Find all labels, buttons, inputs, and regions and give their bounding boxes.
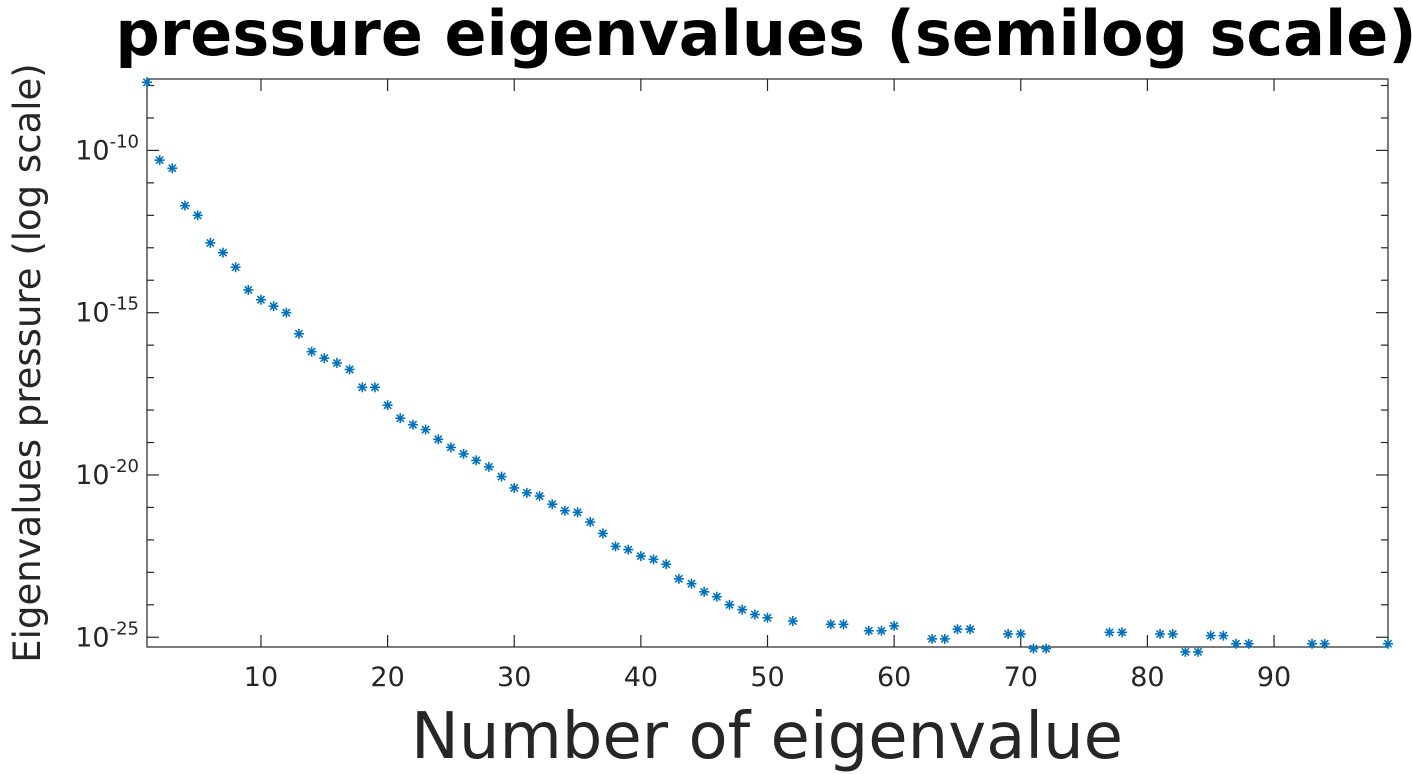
data-point [1383, 638, 1393, 649]
data-point [547, 499, 558, 510]
data-point [1231, 638, 1242, 649]
data-point [787, 616, 798, 627]
data-point [1167, 629, 1178, 640]
data-point [1193, 646, 1204, 657]
data-point [1243, 638, 1254, 649]
data-point [699, 586, 710, 597]
data-point [762, 612, 773, 623]
data-point [179, 200, 190, 211]
data-point [268, 301, 279, 312]
data-point [876, 625, 887, 636]
y-tick-label: 10-25 [75, 618, 139, 653]
data-point [357, 382, 368, 393]
data-point [1104, 627, 1115, 638]
data-point [673, 573, 684, 584]
data-point [635, 551, 646, 562]
data-point [1117, 627, 1128, 638]
data-point [927, 633, 938, 644]
data-point [395, 413, 406, 424]
data-point [306, 346, 317, 357]
data-point [952, 624, 963, 635]
data-point [1307, 638, 1318, 649]
data-point [1041, 643, 1052, 654]
y-tick-label: 10-20 [75, 456, 139, 491]
data-point [509, 482, 520, 493]
y-tick-label: 10-15 [75, 294, 139, 329]
data-point [319, 353, 330, 364]
data-point [965, 624, 976, 635]
data-point [205, 237, 216, 248]
data-point [534, 491, 545, 502]
x-tick-label: 80 [1130, 662, 1164, 693]
x-axis: 10 20 30 40 50 60 70 80 90 [244, 79, 1291, 693]
data-point [496, 471, 507, 482]
data-point [597, 528, 608, 539]
data-point [1155, 629, 1166, 640]
data-point [243, 284, 254, 295]
data-point [623, 544, 634, 555]
data-point [1205, 630, 1216, 641]
chart-title: pressure eigenvalues (semilog scale) [115, 0, 1412, 70]
data-point [585, 517, 596, 528]
y-axis-label: Eigenvalues pressure (log scale) [6, 63, 49, 662]
data-point [1319, 638, 1330, 649]
x-tick-label: 70 [1004, 662, 1038, 693]
y-axis: 10-25 10-20 10-15 10-10 [75, 84, 1388, 653]
data-point [825, 619, 836, 630]
data-point [281, 307, 292, 318]
data-point [1028, 643, 1039, 654]
data-point [711, 591, 722, 602]
data-point [382, 400, 393, 411]
x-tick-label: 40 [624, 662, 658, 693]
data-point [293, 328, 304, 339]
data-point [192, 210, 203, 221]
x-tick-label: 90 [1257, 662, 1291, 693]
data-point [838, 619, 849, 630]
data-point [559, 505, 570, 516]
data-point [255, 294, 266, 305]
data-point [369, 382, 380, 393]
x-tick-label: 10 [244, 662, 278, 693]
data-point [521, 487, 532, 498]
data-point [154, 155, 165, 166]
data-point [407, 419, 418, 430]
data-point [445, 442, 456, 453]
x-tick-label: 30 [497, 662, 531, 693]
data-point [420, 424, 431, 435]
data-point [749, 609, 760, 620]
data-point [863, 625, 874, 636]
y-tick-label: 10-10 [75, 131, 139, 166]
data-point [737, 604, 748, 615]
data-point [939, 633, 950, 644]
data-point [230, 262, 241, 273]
data-point [661, 559, 672, 570]
data-point [1003, 629, 1014, 640]
data-point [572, 507, 583, 518]
x-tick-label: 50 [750, 662, 784, 693]
data-point [483, 461, 494, 472]
data-point [344, 364, 355, 375]
data-point [433, 434, 444, 445]
data-point [1218, 630, 1229, 641]
x-tick-label: 20 [370, 662, 404, 693]
data-point [458, 448, 469, 459]
data-point [724, 599, 735, 610]
data-point [686, 578, 697, 589]
data-point [217, 247, 228, 258]
data-point [331, 358, 342, 368]
data-points [142, 77, 1393, 657]
data-point [1015, 629, 1026, 640]
data-point [610, 541, 621, 552]
data-point [889, 620, 900, 631]
data-point [471, 455, 482, 466]
data-point [142, 77, 152, 88]
data-point [167, 163, 178, 174]
plot-area [146, 78, 1389, 648]
data-point [648, 554, 659, 565]
x-tick-label: 60 [877, 662, 911, 693]
x-axis-label: Number of eigenvalue [411, 700, 1123, 774]
data-point [1180, 646, 1191, 657]
